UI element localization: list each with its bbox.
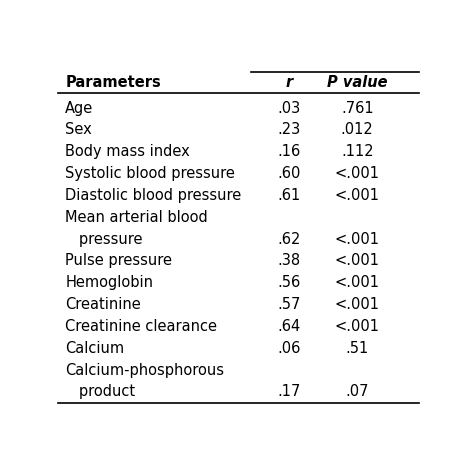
Text: .64: .64 <box>277 319 300 334</box>
Text: P value: P value <box>327 75 387 90</box>
Text: Mean arterial blood: Mean arterial blood <box>65 210 208 225</box>
Text: Creatinine: Creatinine <box>65 297 141 312</box>
Text: Parameters: Parameters <box>65 75 161 90</box>
Text: Pulse pressure: Pulse pressure <box>65 253 173 268</box>
Text: .17: .17 <box>277 385 300 399</box>
Text: .62: .62 <box>277 232 300 246</box>
Text: Creatinine clearance: Creatinine clearance <box>65 319 217 334</box>
Text: <.001: <.001 <box>335 319 380 334</box>
Text: Calcium-phosphorous: Calcium-phosphorous <box>65 363 224 378</box>
Text: .38: .38 <box>277 253 300 268</box>
Text: <.001: <.001 <box>335 297 380 312</box>
Text: .03: .03 <box>277 100 300 116</box>
Text: Hemoglobin: Hemoglobin <box>65 275 153 290</box>
Text: Sex: Sex <box>65 122 92 137</box>
Text: <.001: <.001 <box>335 166 380 181</box>
Text: .61: .61 <box>277 188 300 203</box>
Text: .07: .07 <box>345 385 369 399</box>
Text: .23: .23 <box>277 122 300 137</box>
Text: .16: .16 <box>277 144 300 159</box>
Text: .112: .112 <box>341 144 373 159</box>
Text: Age: Age <box>65 100 93 116</box>
Text: .761: .761 <box>341 100 373 116</box>
Text: pressure: pressure <box>65 232 143 246</box>
Text: .51: .51 <box>345 341 369 356</box>
Text: .06: .06 <box>277 341 300 356</box>
Text: r: r <box>285 75 292 90</box>
Text: Diastolic blood pressure: Diastolic blood pressure <box>65 188 242 203</box>
Text: .60: .60 <box>277 166 300 181</box>
Text: product: product <box>65 385 135 399</box>
Text: Calcium: Calcium <box>65 341 125 356</box>
Text: <.001: <.001 <box>335 188 380 203</box>
Text: .012: .012 <box>341 122 373 137</box>
Text: Systolic blood pressure: Systolic blood pressure <box>65 166 235 181</box>
Text: .56: .56 <box>277 275 300 290</box>
Text: <.001: <.001 <box>335 275 380 290</box>
Text: .57: .57 <box>277 297 300 312</box>
Text: <.001: <.001 <box>335 253 380 268</box>
Text: <.001: <.001 <box>335 232 380 246</box>
Text: Body mass index: Body mass index <box>65 144 190 159</box>
